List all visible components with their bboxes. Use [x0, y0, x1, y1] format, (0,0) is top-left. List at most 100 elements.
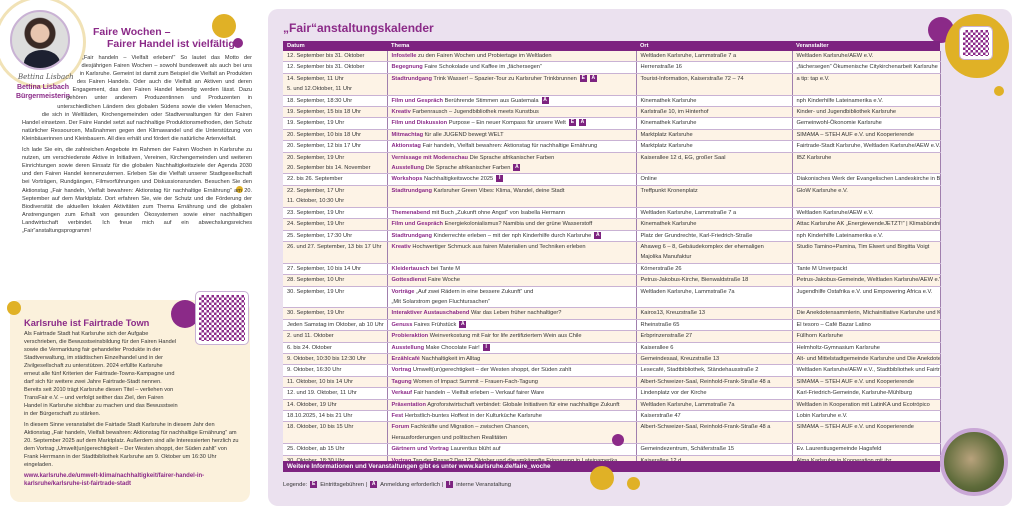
event-type: Präsentation	[391, 401, 426, 408]
legend: Legende: E Eintrittsgebühren | A Anmeldung e…	[283, 481, 511, 488]
mayor-role: Bürgermeisterin	[15, 93, 71, 100]
date-line: 27. September, 10 bis 14 Uhr	[287, 265, 361, 272]
date-line: 25. Oktober, ab 15 Uhr	[287, 446, 345, 453]
date-line: 19. September, 19 Uhr	[287, 120, 345, 127]
date-line: Jeden Samstag im Oktober, ab 10 Uhr	[287, 321, 384, 328]
organizer-cell: GloW Karlsruhe e.V.	[792, 185, 941, 208]
organizer-cell: Lobin Karlsruhe e.V.	[792, 410, 941, 423]
thema-cell: Film und Gespräch Berührende Stimmen aus…	[387, 95, 637, 108]
organizer-cell: Weltladen in Kooperation mit LatinKA und…	[792, 399, 941, 412]
date-cell: 18. September, 18:30 Uhr	[283, 95, 388, 108]
thema-line: Probieraktion Weinverkostung mit Fair fo…	[392, 331, 632, 341]
event-type: Vernissage mit Modenschau	[391, 154, 469, 161]
qr-code	[959, 26, 993, 60]
date-line: 20. September bis 14. November	[287, 165, 371, 172]
organizer-cell: Weltladen Karlsruhe/AEW e.V.	[792, 51, 941, 63]
event-title: Energiekolonialismus? Namibia und der gr…	[443, 221, 593, 228]
table-row: 24. September, 19 Uhr Film und Gespräch E…	[283, 218, 941, 231]
location-cell: Gemeindezentrum, Schäferstraße 15	[636, 443, 793, 456]
organizer-cell: Gemeinwohl-Ökonomie Karlsruhe	[792, 117, 941, 130]
date-line: 20. September, 10 bis 18 Uhr	[287, 131, 361, 138]
mayor-caption: Bettina Lisbach Bürgermeisterin	[12, 83, 74, 101]
date-line: 2. und 11. Oktober	[287, 333, 334, 340]
organizer-cell: Studio Tamino+Pamina, Tim Elwert und Bir…	[792, 241, 941, 264]
date-line: 30. Oktober, 18:30 Uhr	[287, 456, 383, 466]
gold-dot	[212, 14, 236, 38]
location-cell: Lesecafé, Stadtbibliothek, Ständehausstr…	[636, 364, 793, 377]
organizer-line: Studio Tamino+Pamina, Tim Elwert und Bir…	[796, 243, 930, 250]
date-cell: 26. und 27. September, 13 bis 17 Uhr	[283, 241, 388, 264]
date-cell: 14. Oktober, 19 Uhr	[283, 399, 388, 412]
location-cell: Weltladen Karlsruhe, Lammstraße 7a	[636, 286, 793, 309]
date-cell: 24. September, 19 Uhr	[283, 218, 388, 231]
organizer-line: Jugendhilfe Ostafrika e.V. und Empowerin…	[796, 288, 933, 295]
event-title: Faire Woche	[426, 277, 460, 284]
date-cell: 20. September, 12 bis 17 Uhr	[283, 140, 388, 153]
thema-cell: Mitmachtag für alle JUGEND bewegt WELT	[387, 129, 637, 142]
event-title: Berührende Stimmen aus Guatemala	[443, 97, 539, 104]
thema-cell: Kleidertausch bei Tante M	[387, 263, 637, 276]
date-cell: 9. Oktober, 16:30 Uhr	[283, 364, 388, 377]
organizer-cell: Die Anekdotensammlerin, Michainitiative …	[792, 307, 941, 320]
organizer-line: a tip: tap e.V.	[796, 75, 830, 82]
date-line: 12. September bis 31. Oktober	[287, 53, 365, 59]
location-line: Majolika Manufaktur	[640, 254, 692, 261]
location-line: Treffpunkt Kronenplatz	[640, 187, 698, 194]
table-row: 14. Oktober, 19 Uhr Präsentation Agrofors…	[283, 399, 941, 412]
location-cell: Albert-Schweizer-Saal, Reinhold-Frank-St…	[636, 376, 793, 389]
location-line: Petrus-Jakobus-Kirche, Bienwaldstraße 18	[640, 277, 749, 284]
event-type: Film und Gespräch	[391, 97, 444, 104]
thema-line: Erzählcafé Nachhaltigkeit im Alltag	[392, 354, 632, 364]
event-title: Trink Wasser! – Spazier-Tour zu Karlsruh…	[431, 75, 577, 82]
event-title: Herausforderungen und politischen Realit…	[391, 434, 508, 441]
fairtrade-link[interactable]: www.karlsruhe.de/umwelt-klima/nachhaltig…	[24, 473, 205, 487]
date-line: 18. September, 18:30 Uhr	[287, 97, 353, 104]
thema-cell: Begegnung Faire Schokolade und Kaffee im…	[387, 61, 637, 74]
legend-badge: A	[370, 481, 378, 488]
location-cell: Kinemathek Karlsruhe	[636, 218, 793, 231]
fairtrade-title: Karlsruhe ist Fairtrade Town	[24, 318, 150, 328]
location-cell: Lindenplatz vor der Kirche	[636, 387, 793, 400]
date-cell: 19. September, 19 Uhr	[283, 117, 388, 130]
organizer-line: nph Kinderhilfe Lateinamerika e.V.	[796, 97, 883, 104]
location-cell: Treffpunkt Kronenplatz	[636, 185, 793, 208]
gold-dot	[994, 86, 1004, 96]
qr-code	[195, 291, 249, 345]
event-type: Stadtrundgang	[391, 232, 432, 239]
organizer-line: Weltladen in Kooperation mit LatinKA und…	[796, 401, 930, 408]
thema-line: Kreativ Hochwertiger Schmuck aus fairen …	[392, 242, 632, 252]
table-row: 20. September, 19 Uhr 20. September bis 1…	[283, 152, 941, 175]
event-title: „Auf zwei Rädern in eine bessere Zukunft…	[414, 288, 534, 295]
location-cell: Rheinstraße 65	[636, 319, 793, 332]
thema-cell: Gottesdienst Faire Woche	[387, 274, 637, 287]
date-line: 19. September, 15 bis 18 Uhr	[287, 109, 361, 116]
table-row: 9. Oktober, 16:30 Uhr Vortrag Umwelt(un)g…	[283, 364, 941, 377]
location-line: Kinemathek Karlsruhe	[640, 97, 697, 104]
event-type: Fest	[391, 413, 404, 419]
location-line: Herrenstraße 16	[640, 64, 682, 71]
location-cell: Gemeindesaal, Kreuzstraße 13	[636, 353, 793, 366]
date-line: 14. Oktober, 19 Uhr	[287, 401, 337, 408]
date-line: 9. Oktober, 10:30 bis 12:30 Uhr	[287, 355, 367, 362]
organizer-cell: SIMAMA – STEH AUF e.V. und Kooperierende	[792, 129, 941, 142]
event-title: Faires Frühstück	[412, 321, 457, 328]
event-title: Nachhaltigkeitswoche 2025	[422, 176, 494, 183]
location-line: Erbprinzenstraße 27	[640, 333, 693, 340]
event-title: Fair handeln – Vielfalt erleben – Verkau…	[412, 390, 545, 397]
thema-line: Begegnung Faire Schokolade und Kaffee im…	[392, 62, 632, 72]
thema-cell: Workshops Nachhaltigkeitswoche 2025 I	[387, 173, 637, 186]
signature: Bettina Lisbach	[18, 73, 74, 81]
table-row: 27. September, 10 bis 14 Uhr Kleidertausc…	[283, 263, 941, 276]
organizer-line: Helmholtz-Gymnasium Karlsruhe	[796, 344, 880, 351]
table-row: 6. bis 24. Oktober Ausstellung Make Choco…	[283, 342, 941, 354]
thema-cell: Themenabend mit Buch „Zukunft ohne Angst…	[387, 207, 637, 220]
table-row: 28. September, 10 Uhr Gottesdienst Faire …	[283, 274, 941, 287]
table-row: 23. September, 19 Uhr Themenabend mit Buc…	[283, 207, 941, 220]
thema-line: Fest Herbstlich-buntes Hoffest in der Ku…	[392, 411, 632, 421]
date-cell: 18.10.2025, 14 bis 21 Uhr	[283, 410, 388, 423]
location-cell: Albert-Schweizer-Saal, Reinhold-Frank-St…	[636, 421, 793, 445]
table-row: 12. September bis 31. Oktober Infostelle …	[283, 51, 941, 63]
thema-cell: Probieraktion Weinverkostung mit Fair fo…	[387, 330, 637, 343]
table-row: 18. Oktober, 10 bis 15 Uhr Forum Fachkräf…	[283, 421, 941, 445]
event-title: „Mit Solarstrom gegen Fluchtursachen“	[391, 298, 490, 305]
